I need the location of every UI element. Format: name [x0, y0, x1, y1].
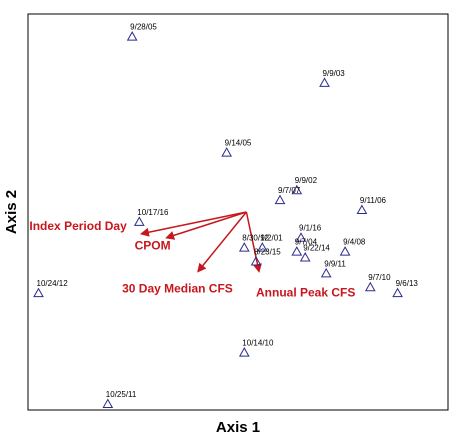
site-point-marker: [221, 147, 233, 157]
site-point-marker: [299, 252, 311, 262]
site-point-marker: [364, 281, 376, 292]
points-layer: 9/28/05 9/9/03 9/14/05 9/9/029/7/07 9/11/06 1…: [33, 23, 419, 409]
site-point-label: 9/7/10: [368, 273, 391, 282]
site-point-label: 9/22/14: [303, 244, 330, 253]
environmental-vector-arrow: [245, 211, 262, 273]
site-point-label: 9/4/08: [343, 238, 366, 247]
site-point-label: 9/1/16: [299, 224, 322, 233]
environmental-vector-label: Index Period Day: [29, 219, 127, 233]
environmental-vector-arrow: [165, 211, 247, 240]
site-point-label: 9/9/11: [324, 259, 346, 268]
site-point-marker: [291, 184, 303, 195]
plot-frame: [27, 13, 449, 411]
site-point-marker: [238, 347, 250, 357]
site-point-marker: [295, 232, 307, 242]
site-point-label: 9/28/05: [130, 23, 157, 32]
site-point-label: 9/7/04: [295, 238, 318, 247]
environmental-vector-arrow: [197, 211, 247, 273]
site-point-label: 8/30/12: [242, 234, 269, 243]
x-axis-title: Axis 1: [216, 419, 260, 436]
environmental-vector-label: 30 Day Median CFS: [122, 281, 233, 295]
site-point-marker: [133, 216, 145, 226]
site-point-marker: [339, 246, 351, 256]
vectors-layer: Index Period Day CPOM 30 Day Median CFS Ann…: [29, 211, 355, 299]
environmental-vector-label: CPOM: [135, 239, 171, 253]
site-point-marker: [392, 287, 403, 298]
site-point-label: 8/23/15: [254, 248, 281, 257]
y-axis-title: Axis 2: [3, 190, 20, 234]
site-point-label: 9/9/03: [323, 69, 346, 78]
site-point-label: 10/25/11: [106, 390, 137, 399]
site-point-label: 10/17/16: [137, 208, 169, 217]
site-point-label: 9/11/06: [360, 196, 387, 205]
site-point-label: 10/24/12: [37, 279, 69, 288]
site-point-marker: [238, 242, 250, 252]
site-point-label: 9/14/05: [225, 139, 252, 148]
site-point-label: 9/6/13: [396, 279, 419, 288]
environmental-vector-arrow: [139, 211, 247, 237]
site-point-marker: [274, 194, 286, 205]
site-point-label: 9/7/07: [278, 186, 301, 195]
site-point-label: 9/9/02: [295, 176, 318, 185]
site-point-marker: [291, 246, 303, 256]
site-point-marker: [356, 204, 368, 215]
site-point-marker: [257, 242, 268, 252]
site-point-marker: [320, 267, 332, 278]
site-point-marker: [33, 287, 44, 298]
site-point-label: 10/14/10: [242, 339, 274, 348]
site-point-label: 9/2/01: [260, 234, 283, 243]
environmental-vector-label: Annual Peak CFS: [256, 285, 355, 299]
site-point-marker: [250, 255, 262, 266]
site-point-marker: [102, 398, 114, 409]
site-point-marker: [319, 77, 330, 87]
site-point-marker: [126, 31, 138, 41]
